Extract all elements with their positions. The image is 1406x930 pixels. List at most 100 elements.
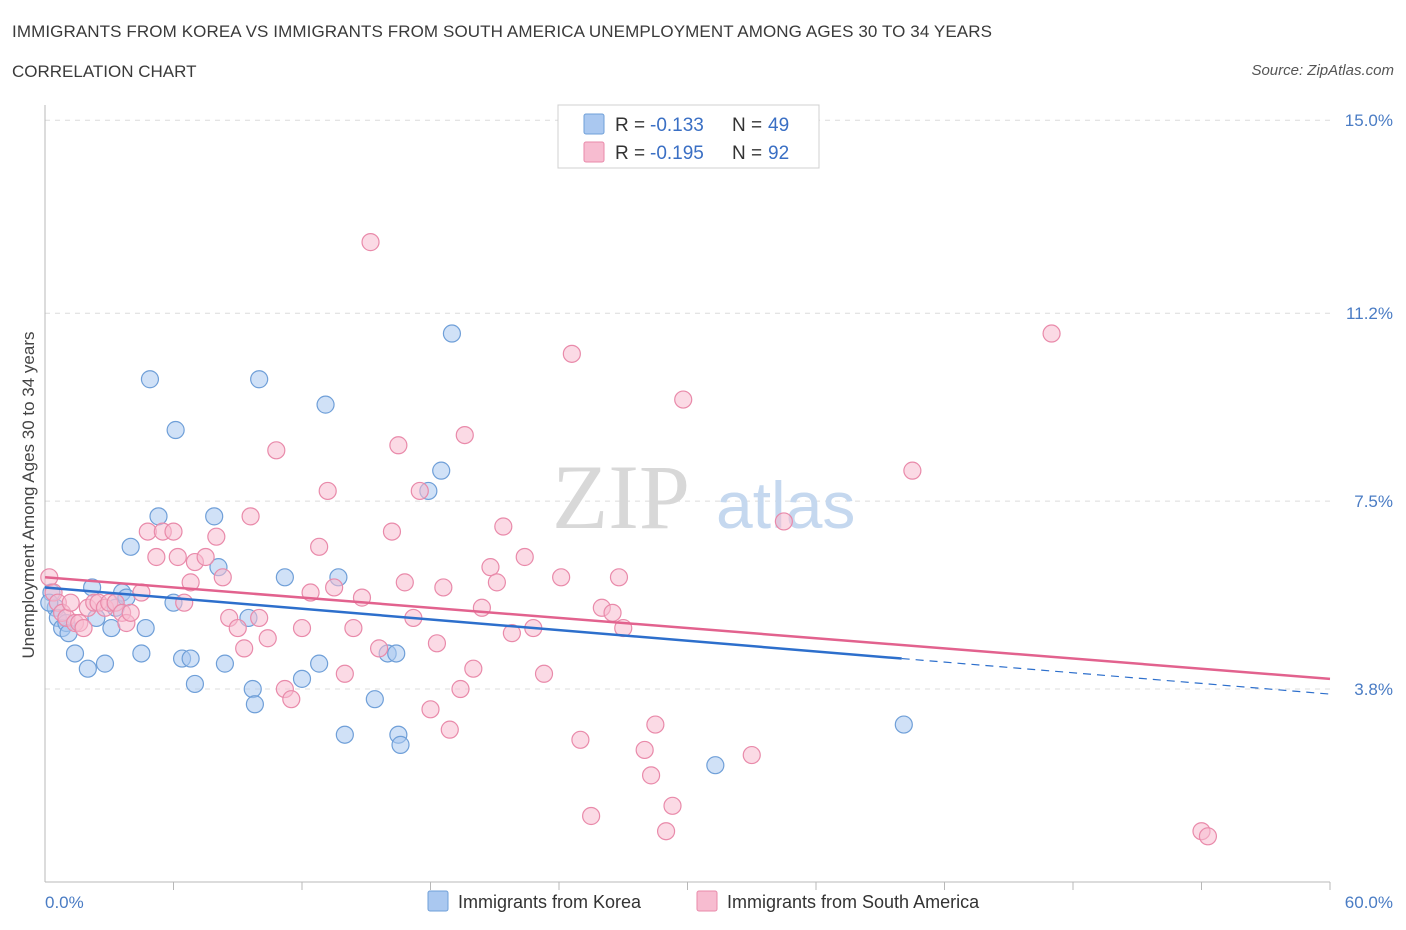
south-america-point — [61, 593, 80, 612]
korea-point — [387, 644, 406, 663]
korea-point — [185, 674, 205, 694]
south-america-point — [562, 344, 581, 363]
korea-trendline — [44, 586, 902, 660]
south-america-point — [395, 573, 414, 592]
south-america-point — [196, 547, 215, 567]
korea-point — [78, 659, 97, 678]
korea-point — [365, 690, 384, 709]
south-america-point — [515, 547, 534, 567]
south-america-point — [582, 806, 601, 826]
korea-trendline-extrapolated — [901, 657, 1331, 695]
south-america-point — [181, 573, 200, 592]
korea-point — [140, 370, 160, 389]
south-america-point — [168, 547, 187, 567]
south-america-point — [421, 700, 440, 719]
y-axis-label: Unemployment Among Ages 30 to 34 years — [19, 332, 38, 659]
legend-sa-r-label: R = — [615, 143, 645, 164]
south-america-point — [646, 715, 665, 734]
south-america-point — [451, 679, 470, 699]
legend-box: R = -0.133 N = 49 R = -0.195 N = 92 — [557, 104, 820, 169]
south-america-point — [410, 481, 429, 501]
y-tick-label: 7.5% — [1354, 492, 1393, 511]
legend-korea-r-label: R = — [615, 115, 645, 136]
south-america-point — [325, 578, 344, 597]
south-america-point — [258, 629, 277, 648]
south-america-point — [267, 441, 286, 460]
korea-point — [335, 725, 354, 744]
south-america-point — [534, 664, 554, 683]
y-tick-label: 3.8% — [1354, 680, 1393, 699]
trendlines — [44, 576, 1331, 695]
bottom-legend: Immigrants from Korea Immigrants from So… — [427, 890, 980, 912]
south-america-point — [147, 547, 166, 567]
south-america-point — [241, 507, 260, 526]
south-america-point — [228, 618, 247, 638]
south-america-point — [292, 618, 312, 638]
korea-point — [894, 715, 913, 734]
korea-point — [95, 654, 115, 673]
south-america-point — [344, 618, 363, 638]
legend-korea-swatch — [583, 113, 605, 135]
south-america-point — [389, 436, 408, 455]
korea-point — [205, 507, 224, 526]
korea-point — [166, 420, 185, 440]
south-america-point — [472, 598, 491, 617]
watermark-zip: ZIP — [552, 446, 690, 548]
korea-point — [250, 370, 269, 389]
south-america-point — [164, 522, 183, 541]
south-america-point — [571, 730, 590, 749]
south-america-point — [1198, 827, 1218, 846]
korea-point — [442, 324, 462, 343]
legend-sa-swatch — [583, 141, 605, 163]
south-america-point — [121, 603, 140, 622]
source-label: Source: ZipAtlas.com — [1251, 62, 1394, 79]
legend-korea-n-value: 49 — [768, 115, 789, 136]
y-axis-tick-labels: 3.8% 7.5% 11.2% 15.0% — [1345, 111, 1393, 699]
bottom-legend-sa-swatch — [696, 890, 718, 912]
chart-title: IMMIGRANTS FROM KOREA VS IMMIGRANTS FROM… — [12, 22, 993, 41]
south-america-point — [175, 593, 194, 612]
south-america-point — [250, 608, 269, 628]
korea-point — [132, 644, 151, 663]
bottom-legend-sa-label: Immigrants from South America — [727, 892, 980, 912]
korea-point — [243, 679, 262, 699]
south-america-point — [213, 568, 232, 587]
korea-point — [292, 669, 312, 688]
south-america-point — [335, 664, 354, 683]
x-tick-label-max: 60.0% — [1345, 893, 1393, 912]
south-america-point — [427, 634, 447, 653]
korea-point — [275, 568, 294, 587]
bottom-legend-korea-label: Immigrants from Korea — [458, 892, 642, 912]
korea-point — [136, 618, 155, 638]
south-america-point — [455, 425, 474, 445]
korea-point — [432, 461, 451, 480]
south-america-point — [1042, 324, 1061, 343]
south-america-point — [494, 517, 513, 536]
south-america-point — [361, 233, 380, 252]
korea-point — [121, 537, 140, 556]
bottom-legend-korea-swatch — [427, 890, 449, 912]
south-america-point — [742, 745, 761, 765]
south-america-point — [656, 822, 676, 841]
south-america-point — [487, 573, 506, 592]
legend-sa-r-value: -0.195 — [650, 143, 704, 164]
korea-point — [65, 644, 85, 663]
south-america-point — [310, 537, 329, 556]
south-america-point — [464, 659, 483, 678]
south-america-point — [903, 461, 922, 480]
south-america-point — [207, 527, 226, 546]
south-america-point — [74, 618, 93, 638]
korea-point — [316, 395, 335, 414]
south-america-point — [603, 603, 622, 622]
south-america-point — [318, 481, 337, 501]
south-america-point — [235, 639, 254, 658]
x-tick-label-min: 0.0% — [45, 893, 84, 912]
korea-point — [706, 756, 725, 775]
y-tick-label: 11.2% — [1346, 304, 1393, 323]
south-america-point — [635, 740, 654, 760]
korea-point — [245, 695, 264, 714]
legend-korea-r-value: -0.133 — [650, 115, 704, 136]
south-america-point — [382, 522, 402, 541]
legend-sa-n-value: 92 — [768, 143, 789, 164]
